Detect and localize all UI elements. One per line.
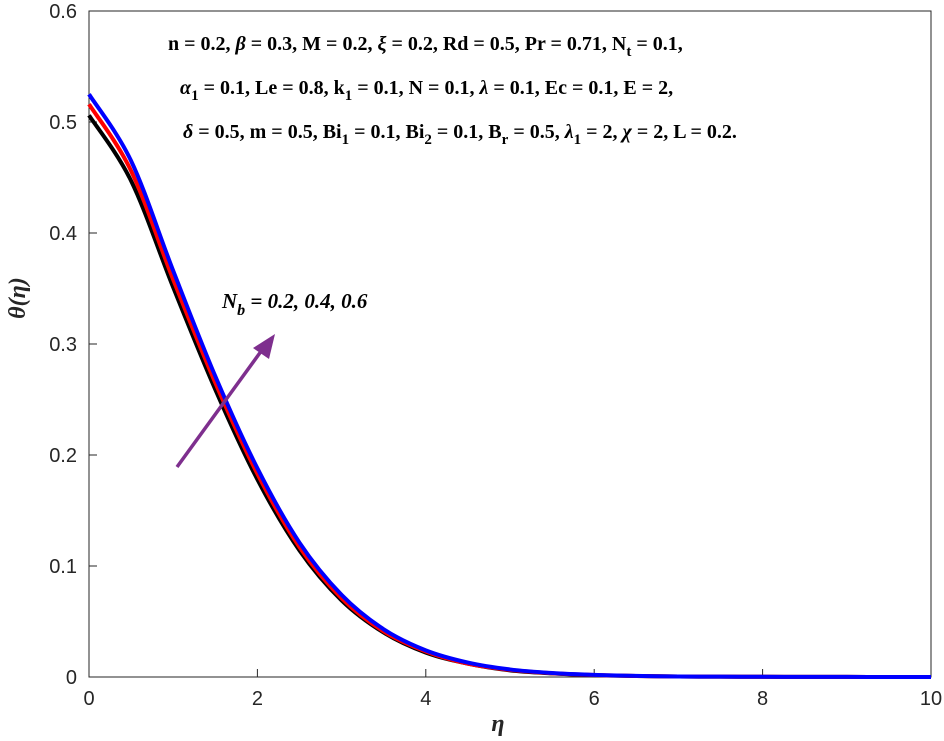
plot-area bbox=[88, 10, 932, 678]
nb-annotation: Nb = 0.2, 0.4, 0.6 bbox=[221, 289, 368, 319]
x-tick-label: 2 bbox=[252, 688, 263, 710]
axis-ticks: 0 2 4 6 8 10 0 0.1 0.2 0.3 0.4 0.5 0.6 bbox=[49, 1, 942, 710]
y-tick-label: 0.1 bbox=[49, 556, 77, 578]
y-tick-label: 0.3 bbox=[49, 334, 77, 356]
y-tick-label: 0.6 bbox=[49, 1, 77, 23]
x-tick-label: 4 bbox=[420, 688, 431, 710]
params-line-1: n = 0.2, β = 0.3, M = 0.2, ξ = 0.2, Rd =… bbox=[168, 33, 683, 60]
increase-arrowhead bbox=[253, 334, 275, 359]
increase-arrow bbox=[175, 348, 264, 469]
y-tick-label: 0.4 bbox=[49, 223, 77, 245]
x-axis-label: η bbox=[491, 711, 504, 737]
x-tick-label: 6 bbox=[589, 688, 600, 710]
params-line-3: δ = 0.5, m = 0.5, Bi1 = 0.1, Bi2 = 0.1, … bbox=[183, 121, 737, 148]
y-axis-label: θ(η) bbox=[5, 277, 31, 319]
x-tick-label: 10 bbox=[920, 688, 942, 710]
x-tick-label: 8 bbox=[757, 688, 768, 710]
x-tick-label: 0 bbox=[83, 688, 94, 710]
y-tick-label: 0.2 bbox=[49, 445, 77, 467]
series-lines bbox=[87, 93, 932, 680]
y-tick-label: 0 bbox=[66, 667, 77, 689]
params-line-2: α1 = 0.1, Le = 0.8, k1 = 0.1, N = 0.1, λ… bbox=[180, 77, 673, 104]
y-tick-label: 0.5 bbox=[49, 112, 77, 134]
series-line-3 bbox=[87, 93, 932, 680]
